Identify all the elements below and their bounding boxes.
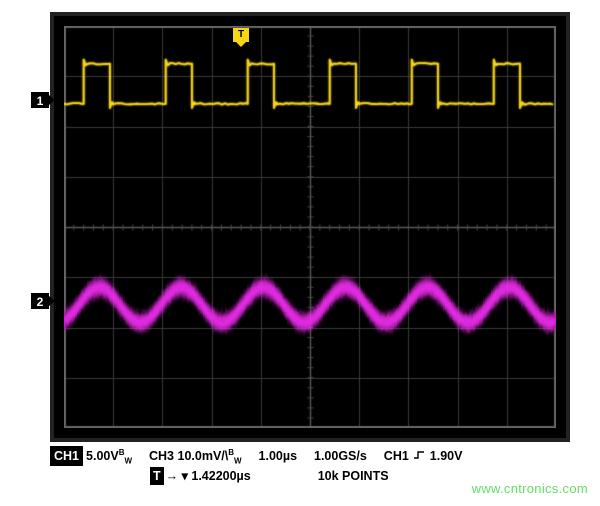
scope-frame: T [50,12,570,442]
sample-rate: 1.00GS/s [314,449,367,463]
bw-b2: B [228,448,234,457]
channel-1-ground-marker: 1 [30,91,50,109]
rising-edge-icon [414,450,424,460]
bw-w2: W [234,457,242,466]
bw-w: W [124,457,132,466]
record-length: 10k POINTS [318,469,389,483]
trig-channel: CH1 [384,449,409,463]
delay-value: 1.42200µs [191,469,250,483]
delay-t-box: T [150,467,164,485]
oscilloscope-screenshot: T 12 CH15.00VBW CH3 10.0mV/\BW 1.00µs 1.… [30,12,570,492]
trig-level: 1.90V [430,449,463,463]
watermark: www.cntronics.com [472,481,588,496]
ch1-scale: 5.00V [86,449,119,463]
readout-line-1: CH15.00VBW CH3 10.0mV/\BW 1.00µs 1.00GS/… [50,446,570,467]
ch3-scale: 10.0mV/\ [178,449,229,463]
scope-canvas [64,26,556,428]
scope-plot-area: T [64,26,556,428]
timebase: 1.00µs [259,449,297,463]
delay-arrow: → ▾ [166,469,188,483]
trigger-position-marker: T [233,28,249,42]
scope-readout: CH15.00VBW CH3 10.0mV/\BW 1.00µs 1.00GS/… [50,446,570,485]
ch3-label: CH3 [149,449,174,463]
bw-b: B [119,448,125,457]
trigger-marker-label: T [238,29,244,40]
channel-2-ground-marker: 2 [30,292,50,310]
ch1-badge: CH1 [50,446,83,466]
